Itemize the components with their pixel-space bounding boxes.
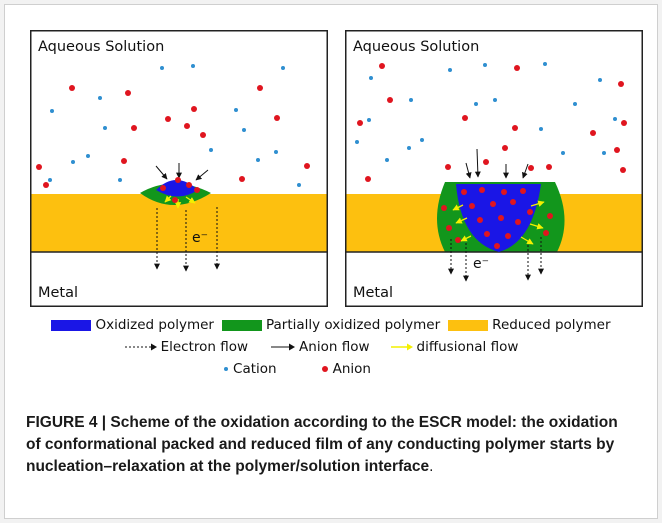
caption-text: FIGURE 4 | Scheme of the oxidation accor… xyxy=(26,414,618,475)
legend-anion: Anion xyxy=(321,361,371,377)
solution-label: Aqueous Solution xyxy=(353,39,479,55)
anion-flow-arrow-icon xyxy=(271,343,296,351)
legend-oxidized-label: Oxidized polymer xyxy=(95,317,214,333)
metal-label: Metal xyxy=(38,285,78,301)
legend-row-ions: Cation Anion xyxy=(0,361,628,377)
electron-label: e⁻ xyxy=(192,230,208,246)
electron-flow-arrow-icon xyxy=(124,343,157,351)
legend-anion-label: Anion xyxy=(332,361,371,377)
legend-reduced: Reduced polymer xyxy=(448,317,611,333)
anion-dot-icon xyxy=(321,366,328,372)
legend-partially-oxidized: Partially oxidized polymer xyxy=(221,317,441,333)
cations xyxy=(48,64,301,187)
legend-diffusional-flow: diffusional flow xyxy=(390,339,519,355)
panel-right: Aqueous Solution Metal e⁻ xyxy=(345,30,643,307)
figure-caption: FIGURE 4 | Scheme of the oxidation accor… xyxy=(26,412,636,478)
legend-oxidized: Oxidized polymer xyxy=(51,317,214,333)
caption-period: . xyxy=(429,458,434,475)
legend-row-flow: Electron flow Anion flow diffusional flo… xyxy=(0,339,652,355)
partially-oxidized-swatch xyxy=(221,319,262,331)
legend-cation-label: Cation xyxy=(233,361,277,377)
panel-left: Aqueous Solution Metal e⁻ xyxy=(30,30,328,307)
oxidized-swatch xyxy=(51,319,92,331)
legend-electron-flow-label: Electron flow xyxy=(160,339,249,355)
anions xyxy=(357,63,627,249)
electron-flow-arrows xyxy=(448,237,544,282)
diffusional-flow-arrow-icon xyxy=(390,343,413,351)
legend-partially-oxidized-label: Partially oxidized polymer xyxy=(265,317,441,333)
reduced-swatch xyxy=(448,319,489,331)
anion-flow-arrows xyxy=(155,163,209,181)
electron-label: e⁻ xyxy=(473,256,489,272)
legend-cation: Cation xyxy=(223,361,277,377)
legend-diffusional-flow-label: diffusional flow xyxy=(416,339,519,355)
anion-flow-arrows xyxy=(465,148,529,179)
legend-electron-flow: Electron flow xyxy=(124,339,248,355)
legend-reduced-label: Reduced polymer xyxy=(492,317,611,333)
cations xyxy=(355,62,617,162)
legend-anion-flow-label: Anion flow xyxy=(299,339,370,355)
diffusion-arrows xyxy=(452,200,545,245)
anions xyxy=(36,85,310,203)
legend-row-polymer: Oxidized polymer Partially oxidized poly… xyxy=(0,317,662,333)
legend-anion-flow: Anion flow xyxy=(270,339,370,355)
cation-dot-icon xyxy=(224,367,229,371)
solution-label: Aqueous Solution xyxy=(38,39,164,55)
metal-label: Metal xyxy=(353,285,393,301)
diffusion-arrows xyxy=(164,195,196,209)
